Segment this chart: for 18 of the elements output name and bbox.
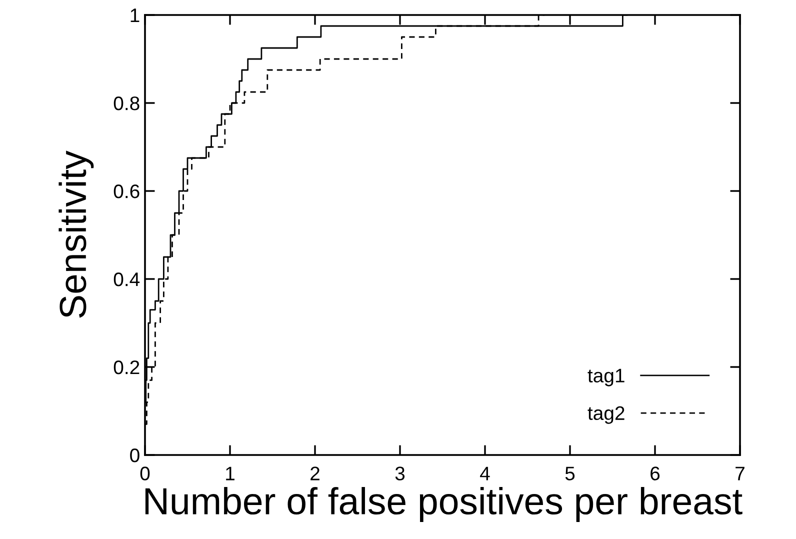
y-tick-label: 0.8: [114, 96, 140, 110]
x-tick-label: 7: [736, 466, 744, 480]
y-tick-label: 0.4: [114, 272, 140, 286]
y-tick-label: 0.2: [114, 360, 140, 374]
x-tick-label: 0: [140, 466, 150, 480]
x-tick-label: 2: [310, 466, 320, 480]
legend-label: tag2: [588, 406, 624, 424]
legend-label: tag1: [588, 368, 624, 386]
x-tick-label: 6: [650, 466, 660, 480]
y-tick-label: 1: [130, 8, 140, 22]
x-axis-title: Number of false positives per breast: [145, 487, 742, 522]
y-tick-label: 0.6: [114, 184, 140, 198]
y-tick-label: 0: [130, 448, 140, 462]
x-tick-label: 3: [395, 466, 405, 480]
x-tick-label: 1: [226, 466, 234, 480]
x-tick-label: 4: [480, 466, 490, 480]
x-tick-label: 5: [565, 466, 575, 480]
y-axis-title: Sensitivity: [58, 150, 94, 318]
